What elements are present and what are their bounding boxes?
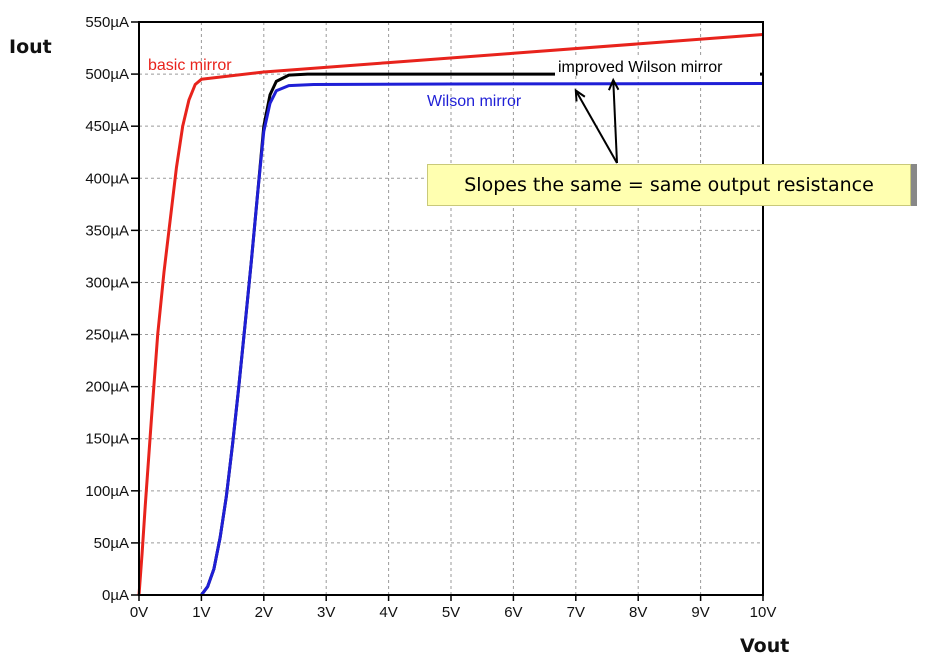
y-tick-label: 200µA	[85, 379, 129, 396]
y-tick-label: 50µA	[94, 535, 129, 552]
x-tick-labels: 0V 1V 2V 3V 4V 5V 6V 7V 8V 9V 10V	[130, 595, 777, 621]
x-tick-label: 1V	[192, 604, 210, 621]
x-tick-label: 4V	[379, 604, 397, 621]
y-tick-label: 550µA	[85, 14, 129, 31]
x-tick-label: 7V	[567, 604, 585, 621]
x-tick-label: 2V	[255, 604, 273, 621]
annotation-arrow-line	[612, 80, 618, 164]
y-tick-label: 250µA	[85, 327, 129, 344]
x-tick-label: 9V	[691, 604, 709, 621]
y-tick-label: 400µA	[85, 170, 129, 187]
x-tick-label: 8V	[629, 604, 647, 621]
x-tick-label: 3V	[317, 604, 335, 621]
series-layer	[137, 33, 764, 596]
y-tick-label: 150µA	[85, 431, 129, 448]
series-line-wilson-mirror	[200, 82, 764, 596]
annotation-arrows	[574, 77, 620, 164]
y-tick-label: 500µA	[85, 66, 129, 83]
x-tick-label: 10V	[750, 604, 777, 621]
y-tick-label: 450µA	[85, 118, 129, 135]
y-tick-labels: 0µA 50µA 100µA 150µA 200µA 250µA 300µA 350µA 400…	[85, 14, 139, 604]
y-axis-title: Iout	[9, 36, 52, 58]
y-tick-label: 350µA	[85, 222, 129, 239]
slope-annotation-callout: Slopes the same = same output resistance	[427, 164, 911, 206]
series-label-bg	[555, 58, 760, 76]
y-tick-label: 0µA	[102, 587, 129, 604]
x-tick-label: 0V	[130, 604, 148, 621]
annotation-arrow-head	[574, 88, 586, 102]
series-line-basic-mirror	[137, 33, 764, 596]
x-tick-label: 5V	[442, 604, 460, 621]
annotation-arrow-line	[574, 90, 618, 164]
x-tick-label: 6V	[504, 604, 522, 621]
series-label-wilson-mirror: Wilson mirror	[427, 93, 522, 110]
series-label-basic-mirror: basic mirror	[148, 57, 232, 74]
annotation-arrow-head	[607, 77, 620, 91]
y-tick-label: 300µA	[85, 274, 129, 291]
y-tick-label: 100µA	[85, 483, 129, 500]
series-label-improved-wilson-mirror: improved Wilson mirror	[558, 59, 723, 76]
x-axis-title: Vout	[740, 635, 789, 657]
